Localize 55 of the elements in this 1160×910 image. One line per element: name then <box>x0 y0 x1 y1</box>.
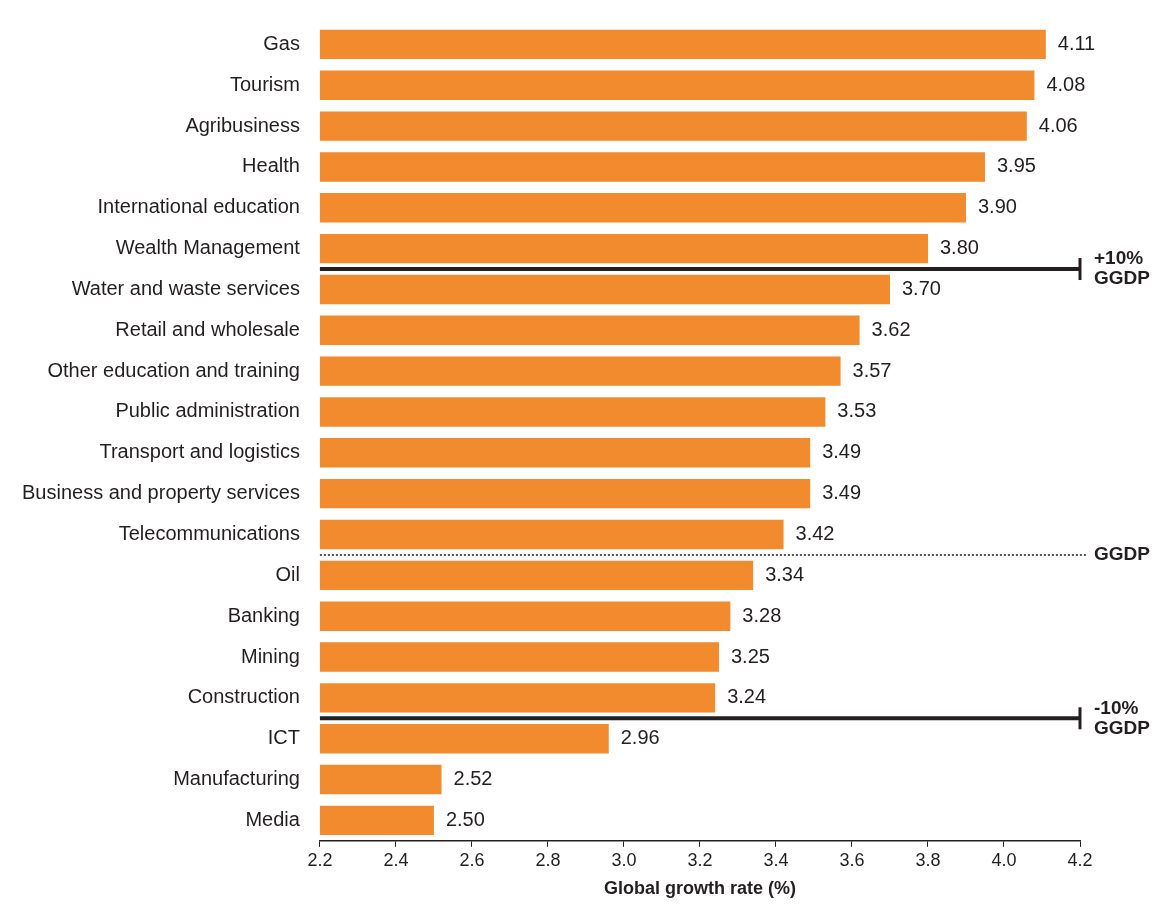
x-tick-label: 3.0 <box>611 849 637 870</box>
y-tick-label: Media <box>245 807 301 830</box>
data-label: 3.49 <box>822 481 862 504</box>
y-tick-label: Retail and wholesale <box>115 317 300 340</box>
data-label: 3.42 <box>795 522 835 545</box>
data-label: 3.57 <box>852 358 892 381</box>
x-tick-label: 4.2 <box>1067 849 1093 870</box>
data-label: 3.80 <box>939 236 979 259</box>
data-label: 2.50 <box>445 807 485 830</box>
x-tick-label: 2.2 <box>307 849 333 870</box>
y-tick-label: Other education and training <box>47 358 300 381</box>
ref-line-label: -10% GGDP <box>1094 696 1151 738</box>
data-label: 4.06 <box>1038 113 1078 136</box>
y-tick-label: Business and property services <box>21 481 300 504</box>
data-label: 3.90 <box>977 195 1017 218</box>
y-tick-label: International education <box>97 195 300 218</box>
x-tick-label: 2.6 <box>459 849 485 870</box>
data-label: 2.96 <box>620 726 660 749</box>
data-label: 4.11 <box>1057 31 1096 54</box>
y-tick-label: Manufacturing <box>173 767 300 790</box>
x-tick-label: 3.8 <box>915 849 941 870</box>
y-tick-label: Agribusiness <box>185 113 300 136</box>
x-tick-label: 4.0 <box>991 849 1017 870</box>
data-label: 2.52 <box>453 767 493 790</box>
y-tick-label: Mining <box>240 644 300 667</box>
y-tick-label: Tourism <box>229 72 300 95</box>
y-tick-label: Construction <box>187 685 300 708</box>
data-label: 3.34 <box>765 562 805 585</box>
data-label: 3.95 <box>996 154 1036 177</box>
x-tick-label: 2.4 <box>383 849 409 870</box>
x-tick-label: 3.4 <box>763 849 789 870</box>
y-tick-label: Public administration <box>115 399 300 422</box>
y-tick-label: Gas <box>263 31 300 54</box>
data-label: 4.08 <box>1046 72 1086 95</box>
y-tick-label: Water and waste services <box>71 276 300 299</box>
y-tick-label: ICT <box>267 726 300 749</box>
data-label: 3.25 <box>730 644 770 667</box>
data-label: 3.62 <box>871 317 911 340</box>
y-tick-label: Health <box>242 154 300 177</box>
data-label: 3.53 <box>837 399 877 422</box>
x-axis-title: Global growth rate (%) <box>603 878 796 899</box>
data-label: 3.70 <box>901 276 941 299</box>
ref-line-label: GGDP <box>1094 543 1151 565</box>
data-label: 3.24 <box>727 685 767 708</box>
ref-line-label: +10% GGDP <box>1094 247 1151 289</box>
y-tick-label: Banking <box>227 603 300 626</box>
x-tick-label: 2.8 <box>535 849 561 870</box>
data-label: 3.28 <box>742 603 782 626</box>
data-label: 3.49 <box>822 440 862 463</box>
x-tick-label: 3.2 <box>687 849 713 870</box>
y-tick-label: Transport and logistics <box>99 440 300 463</box>
x-tick-label: 3.6 <box>839 849 865 870</box>
y-tick-label: Telecommunications <box>118 522 300 545</box>
y-tick-label: Wealth Management <box>115 236 301 259</box>
y-tick-label: Oil <box>275 562 300 585</box>
